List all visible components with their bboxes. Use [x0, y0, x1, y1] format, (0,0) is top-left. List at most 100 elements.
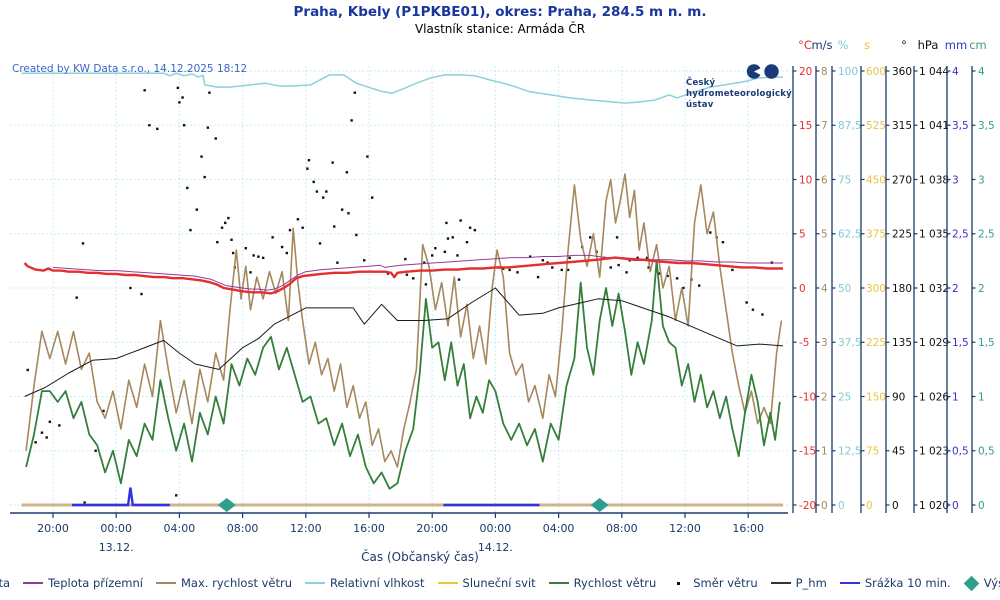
tick-label-mm: 2: [952, 283, 959, 295]
tick-label-hpa: 1 032: [919, 283, 949, 295]
tick-label-cm: 3,5: [978, 120, 995, 132]
unit-header-hpa: hPa: [918, 38, 939, 52]
y-axis-hpa: 1 044 1 041 1 038 1 035 1 032 1 029 1 026 1 023…: [913, 38, 949, 513]
tick-label-cm: 1,5: [978, 337, 995, 349]
y-axis-cm: 4 3,5 3 2,5 2 1,5 1 0,5 0 cm: [969, 38, 995, 513]
tick-label-cm: 0: [978, 500, 985, 512]
tick-label-cm: 4: [978, 66, 985, 78]
tick-label-s: 450: [866, 174, 886, 186]
series-sr-ka-10-min: [72, 487, 540, 507]
meteogram-chart: 20151050-5-10-15-20°C876543210m/s10087,5…: [10, 38, 995, 554]
x-tick-label: 08:00: [227, 522, 259, 535]
page-subtitle: Vlastník stanice: Armáda ČR: [414, 22, 586, 36]
unit-header-mm: mm: [945, 38, 967, 52]
y-axis-: 100 87,5 75 62,5 50 37,5 25 12,5 0%: [831, 38, 861, 513]
x-tick-label: 16:00: [732, 522, 764, 535]
tick-label-cm: 1: [978, 391, 985, 403]
series-relativn-vlhkost: [21, 72, 783, 104]
tick-label-m-s: 3: [821, 337, 828, 349]
series-rychlost-v-tru: [25, 259, 781, 490]
tick-label-s: 600: [866, 66, 886, 78]
tick-label-c: 5: [799, 229, 806, 241]
tick-label-hpa: 1 041: [919, 120, 949, 132]
tick-label-c: -20: [799, 500, 816, 512]
unit-header-s: s: [864, 38, 870, 52]
legend-swatch-rychlost-v-tru: [548, 582, 569, 584]
x-date-label: 14.12.: [478, 541, 513, 554]
x-tick-label: 12:00: [669, 522, 701, 535]
x-tick-label: 16:00: [353, 522, 385, 535]
legend-item-max-rychlost-v-tru: Max. rychlost větru: [156, 576, 292, 590]
tick-label-mm: 3,5: [952, 120, 969, 132]
series-p-hm: [24, 287, 784, 397]
x-tick-label: 12:00: [290, 522, 322, 535]
unit-header-c: °C: [798, 38, 812, 52]
legend-label: P_hm: [795, 576, 827, 590]
tick-label-m-s: 6: [821, 174, 828, 186]
series-max-rychlost-v-tru: [25, 173, 783, 468]
tick-label-m-s: 0: [821, 500, 828, 512]
tick-label-: 25: [838, 391, 851, 403]
tick-label-: 90: [892, 391, 905, 403]
tick-label-hpa: 1 035: [919, 229, 949, 241]
tick-label-m-s: 7: [821, 120, 828, 132]
tick-label-m-s: 1: [821, 446, 828, 458]
tick-label-c: -10: [799, 391, 816, 403]
legend-item-teplota-p-zemn: Teplota přízemní: [23, 576, 143, 590]
tick-label-: 315: [892, 120, 912, 132]
x-tick-label: 00:00: [100, 522, 132, 535]
tick-label-: 0: [838, 500, 845, 512]
unit-header-cm: cm: [969, 38, 987, 52]
tick-label-mm: 0,5: [952, 446, 969, 458]
tick-label-hpa: 1 026: [919, 391, 949, 403]
chmu-logo-icon: [746, 64, 779, 79]
tick-label-: 37,5: [838, 337, 861, 349]
legend-item-sm-r-v-tru: Směr větru: [669, 576, 758, 590]
tick-label-s: 150: [866, 391, 886, 403]
y-axis-c: 20 15 10 5 0 -5 -10 -15 -20 °C: [792, 38, 816, 513]
tick-label-cm: 0,5: [978, 446, 995, 458]
tick-label-: 360: [892, 66, 912, 78]
tick-label-s: 225: [866, 337, 886, 349]
tick-label-c: 15: [799, 120, 812, 132]
unit-header-: °: [901, 38, 907, 52]
x-tick-label: 08:00: [606, 522, 638, 535]
logo-line-3: ústav: [686, 100, 714, 110]
tick-label-hpa: 1 044: [919, 66, 949, 78]
legend-item-relativn-vlhkost: Relativní vlhkost: [305, 576, 425, 590]
watermark-created-by: Created by KW Data s.r.o., 14.12.2025 18…: [12, 63, 248, 75]
tick-label-mm: 1: [952, 391, 959, 403]
x-axis: 20:00 00:00 04:00 08:00 12:00 16:00 20:00 00:00…: [10, 512, 788, 554]
page-title: Praha, Kbely (P1PKBE01), okres: Praha, 2…: [293, 4, 707, 20]
legend-swatch-teplota-p-zemn: [23, 582, 44, 584]
legend-label: Relativní vlhkost: [330, 576, 425, 590]
tick-label-cm: 2,5: [978, 229, 995, 241]
tick-label-c: 0: [799, 283, 806, 295]
x-tick-label: 00:00: [480, 522, 512, 535]
tick-label-m-s: 2: [821, 391, 828, 403]
legend-label: Sluneční svit: [462, 576, 536, 590]
tick-label-s: 0: [866, 500, 873, 512]
legend-swatch-relativn-vlhkost: [305, 582, 326, 584]
tick-label-hpa: 1 020: [919, 500, 949, 512]
x-tick-label: 04:00: [543, 522, 575, 535]
tick-label-: 270: [892, 174, 912, 186]
legend-item-v-ka-sn-hu: Výška sněhu: [963, 575, 1000, 591]
legend-item-slune-n-svit: Sluneční svit: [437, 576, 536, 590]
tick-label-: 12,5: [838, 446, 861, 458]
series-teplota: [23, 256, 783, 295]
legend-swatch-sm-r-v-tru: [677, 581, 681, 585]
legend-item-teplota: Teplota: [0, 576, 10, 590]
legend-label: Srážka 10 min.: [864, 576, 951, 590]
tick-label-: 45: [892, 446, 905, 458]
tick-label-: 180: [892, 283, 912, 295]
tick-label-mm: 1,5: [952, 337, 969, 349]
tick-label-m-s: 5: [821, 229, 828, 241]
legend-swatch-p-hm: [770, 582, 791, 584]
tick-label-s: 375: [866, 229, 886, 241]
unit-header-m-s: m/s: [811, 38, 832, 52]
x-tick-label: 04:00: [164, 522, 196, 535]
y-axis-m-s: 8 7 6 5 4 3 2 1 0 m/s: [811, 38, 833, 513]
tick-label-: 50: [838, 283, 851, 295]
